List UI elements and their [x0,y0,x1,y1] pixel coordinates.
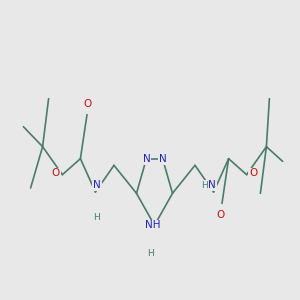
Text: N: N [142,154,150,164]
Text: H: H [201,181,208,190]
Text: N: N [159,154,167,164]
Text: NH: NH [145,220,161,230]
Text: O: O [216,210,225,220]
Text: H: H [148,249,154,258]
Text: O: O [249,168,257,178]
Text: N: N [208,180,216,190]
Text: O: O [52,168,60,178]
Text: O: O [83,99,92,109]
Text: N: N [93,180,101,190]
Text: H: H [94,213,100,222]
